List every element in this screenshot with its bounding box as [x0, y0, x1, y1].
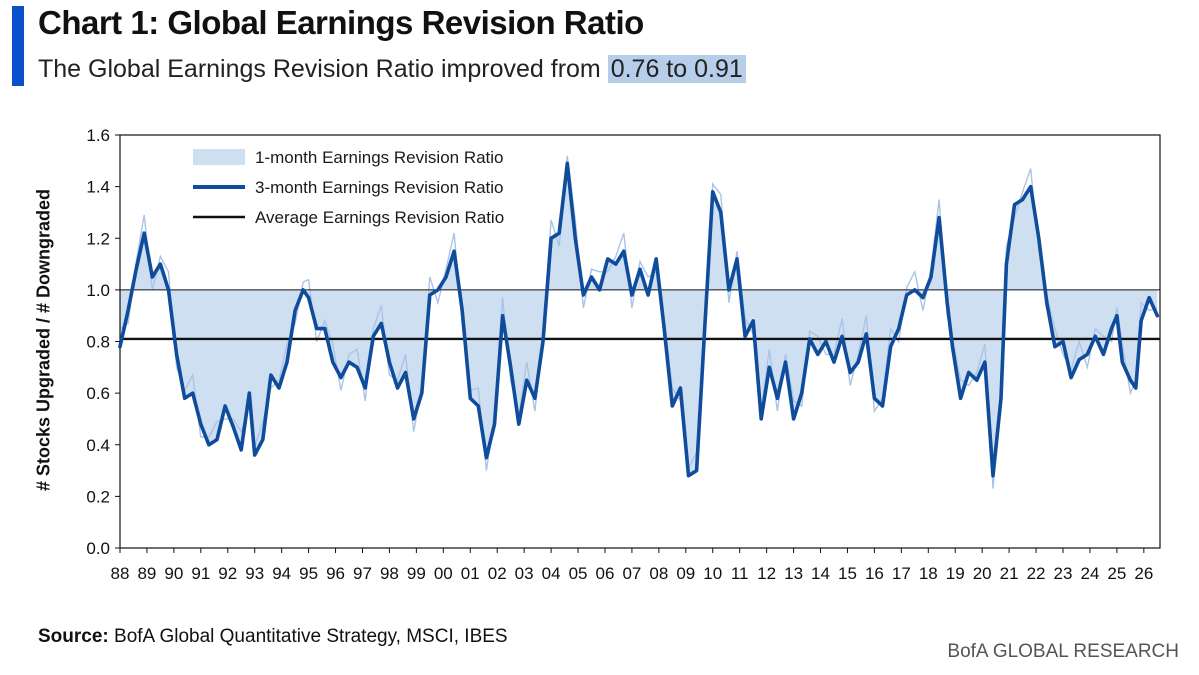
x-tick-label: 00 [434, 564, 453, 583]
chart-title: Chart 1: Global Earnings Revision Ratio [38, 4, 644, 41]
x-tick-label: 97 [353, 564, 372, 583]
series-3m-line [118, 161, 1160, 478]
x-tick-label: 94 [272, 564, 291, 583]
x-tick-label: 16 [865, 564, 884, 583]
x-tick-label: 23 [1054, 564, 1073, 583]
x-tick-label: 22 [1027, 564, 1046, 583]
x-tick-label: 17 [892, 564, 911, 583]
x-tick-label: 90 [164, 564, 183, 583]
legend-swatch-1m [193, 149, 245, 165]
y-tick-label: 0.4 [86, 436, 110, 455]
x-tick-label: 89 [137, 564, 156, 583]
x-tick-label: 19 [946, 564, 965, 583]
x-tick-label: 12 [757, 564, 776, 583]
x-tick-label: 09 [676, 564, 695, 583]
x-tick-label: 25 [1107, 564, 1126, 583]
x-tick-label: 14 [811, 564, 830, 583]
x-tick-label: 11 [731, 564, 749, 583]
accent-bar [12, 6, 24, 86]
x-tick-label: 04 [542, 564, 561, 583]
y-tick-label: 1.4 [86, 178, 110, 197]
y-tick-label: 0.0 [86, 539, 110, 558]
x-tick-label: 20 [973, 564, 992, 583]
x-tick-label: 96 [326, 564, 345, 583]
x-tick-label: 95 [299, 564, 318, 583]
x-tick-label: 99 [407, 564, 426, 583]
source-text: BofA Global Quantitative Strategy, MSCI,… [114, 626, 508, 647]
x-tick-label: 92 [218, 564, 237, 583]
x-tick-label: 21 [1000, 564, 1019, 583]
y-tick-label: 1.0 [86, 281, 110, 300]
x-tick-label: 26 [1134, 564, 1153, 583]
x-tick-label: 10 [703, 564, 722, 583]
chart-subtitle: The Global Earnings Revision Ratio impro… [38, 55, 746, 84]
y-tick-label: 1.6 [86, 126, 110, 145]
x-tick-label: 15 [838, 564, 857, 583]
x-tick-label: 08 [649, 564, 668, 583]
y-tick-label: 0.8 [86, 333, 110, 352]
brand-footer: BofA GLOBAL RESEARCH [947, 641, 1179, 662]
y-tick-label: 0.2 [86, 487, 110, 506]
legend-entry: 1-month Earnings Revision Ratio [255, 148, 504, 167]
x-tick-label: 02 [488, 564, 507, 583]
y-tick-label: 0.6 [86, 384, 110, 403]
source-label: Source: [38, 626, 109, 647]
y-tick-label: 1.2 [86, 229, 110, 248]
x-tick-label: 07 [622, 564, 641, 583]
x-tick-label: 13 [784, 564, 803, 583]
source-note: Source: BofA Global Quantitative Strateg… [38, 626, 508, 648]
x-tick-label: 06 [596, 564, 615, 583]
x-tick-label: 88 [111, 564, 130, 583]
legend-entry: 3-month Earnings Revision Ratio [255, 178, 504, 197]
x-tick-label: 98 [380, 564, 399, 583]
x-tick-label: 24 [1080, 564, 1099, 583]
legend-entry: Average Earnings Revision Ratio [255, 208, 504, 227]
x-tick-label: 93 [245, 564, 264, 583]
x-tick-label: 03 [515, 564, 534, 583]
x-tick-label: 01 [461, 564, 480, 583]
subtitle-text: The Global Earnings Revision Ratio impro… [38, 55, 601, 83]
subtitle-highlight: 0.76 to 0.91 [607, 55, 746, 83]
x-tick-label: 18 [919, 564, 938, 583]
x-tick-label: 91 [191, 564, 210, 583]
x-tick-label: 05 [569, 564, 588, 583]
